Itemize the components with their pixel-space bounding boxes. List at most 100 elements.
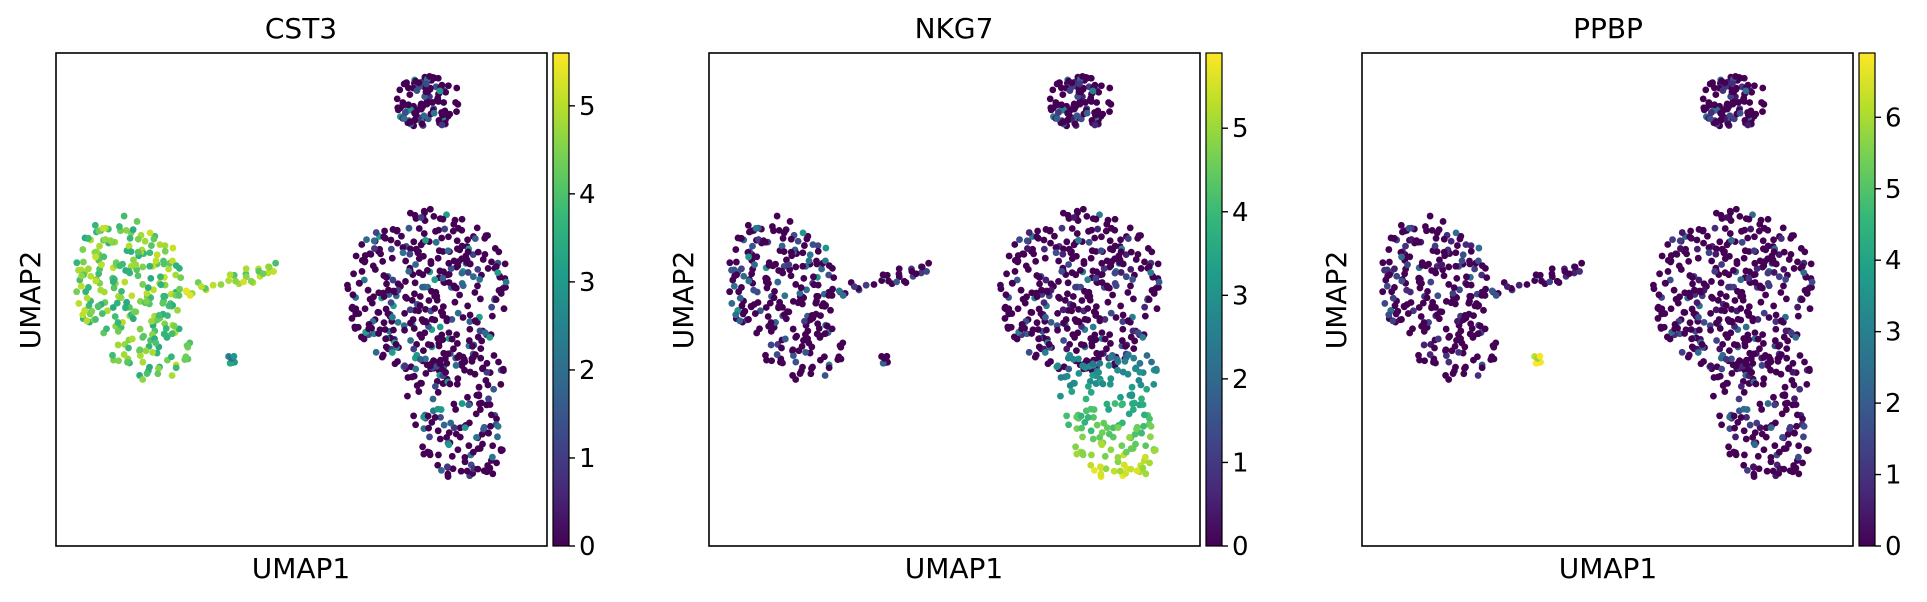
- scatter-point: [1671, 320, 1679, 328]
- scatter-point: [475, 383, 483, 391]
- scatter-point: [462, 252, 470, 260]
- scatter-point: [367, 250, 375, 258]
- scatter-point: [839, 292, 847, 299]
- scatter-point: [370, 237, 378, 245]
- scatter-point: [1664, 268, 1672, 275]
- scatter-point: [1085, 238, 1093, 246]
- scatter-point: [453, 380, 461, 388]
- scatter-point: [1786, 423, 1794, 431]
- scatter-point: [1755, 227, 1763, 235]
- scatter-point: [1708, 278, 1715, 285]
- scatter-point: [1134, 234, 1142, 242]
- scatter-point: [358, 268, 366, 275]
- scatter-point: [1759, 237, 1767, 245]
- scatter-point: [775, 304, 782, 312]
- scatter-point: [1803, 290, 1811, 297]
- scatter-point: [480, 423, 488, 431]
- scatter-point: [1687, 234, 1695, 242]
- scatter-point: [401, 326, 408, 334]
- scatter-point: [1132, 440, 1139, 448]
- scatter-point: [1122, 448, 1130, 456]
- scatter-point: [1795, 470, 1803, 478]
- scatter-point: [1473, 353, 1481, 361]
- scatter-point: [1699, 95, 1707, 103]
- scatter-point: [427, 260, 435, 267]
- scatter-point: [428, 287, 435, 295]
- scatter-point: [1771, 401, 1779, 409]
- scatter-point: [453, 84, 461, 92]
- scatter-point: [1379, 288, 1387, 296]
- scatter-point: [1119, 260, 1127, 268]
- scatter-point: [1781, 383, 1789, 391]
- scatter-point: [1080, 260, 1088, 267]
- scatter-point: [372, 348, 380, 356]
- scatter-point: [139, 358, 147, 366]
- scatter-point: [430, 109, 438, 117]
- scatter-point: [469, 342, 476, 350]
- scatter-point: [449, 227, 457, 235]
- scatter-point: [1061, 296, 1069, 304]
- scatter-point: [1054, 309, 1061, 317]
- scatter-point: [1752, 380, 1760, 388]
- colorbar-tick-label: 6: [1885, 103, 1902, 133]
- scatter-point: [1129, 406, 1137, 413]
- scatter-point: [445, 233, 452, 241]
- scatter-point: [468, 358, 476, 365]
- scatter-point: [172, 364, 180, 372]
- scatter-point: [1757, 298, 1765, 306]
- scatter-point: [466, 325, 474, 333]
- scatter-point: [1111, 242, 1119, 250]
- scatter-point: [1098, 429, 1106, 436]
- scatter-point: [165, 302, 173, 310]
- scatter-point: [1122, 251, 1130, 259]
- scatter-point: [464, 269, 472, 276]
- scatter-point: [1058, 101, 1065, 109]
- scatter-point: [1742, 87, 1750, 95]
- scatter-point: [1145, 263, 1153, 270]
- scatter-point: [1031, 353, 1039, 361]
- scatter-point: [132, 261, 140, 269]
- scatter-point: [1688, 343, 1696, 351]
- scatter-point: [394, 280, 402, 288]
- scatter-point: [1093, 268, 1100, 276]
- scatter-point: [1390, 234, 1398, 242]
- scatter-point: [800, 274, 808, 282]
- scatter-point: [1734, 287, 1741, 295]
- scatter-point: [1666, 335, 1674, 343]
- scatter-point: [500, 305, 508, 313]
- colorbar-tick-label: 2: [1885, 389, 1902, 419]
- scatter-point: [109, 278, 117, 286]
- scatter-point: [1492, 292, 1500, 299]
- scatter-point: [797, 284, 805, 292]
- scatter-point: [344, 281, 351, 289]
- colorbar-tick-label: 4: [1232, 198, 1249, 228]
- scatter-point: [483, 359, 491, 367]
- scatter-point: [453, 331, 461, 339]
- scatter-point: [144, 284, 152, 292]
- scatter-point: [1053, 115, 1061, 122]
- scatter-point: [146, 363, 153, 371]
- panel-cst3: CST3 UMAP1 UMAP2 0 1 2 3 4 5: [14, 12, 596, 585]
- scatter-point: [1391, 284, 1398, 291]
- scatter-point: [1073, 112, 1081, 120]
- scatter-point: [465, 401, 473, 409]
- scatter-point: [1426, 351, 1434, 358]
- scatter-point: [125, 242, 133, 250]
- scatter-point: [1097, 82, 1105, 90]
- scatter-point: [923, 268, 930, 275]
- scatter-point: [1799, 415, 1806, 423]
- x-axis-label: UMAP1: [905, 552, 1004, 585]
- scatter-point: [349, 291, 357, 299]
- scatter-point: [762, 351, 769, 359]
- scatter-point: [454, 262, 462, 270]
- scatter-point: [1059, 209, 1067, 217]
- scatter-point: [1063, 345, 1071, 353]
- scatter-point: [1003, 270, 1010, 278]
- scatter-point: [1724, 120, 1732, 128]
- scatter-point: [497, 380, 505, 388]
- scatter-point: [769, 262, 777, 270]
- scatter-point: [452, 406, 460, 413]
- scatter-point: [1133, 467, 1141, 475]
- scatter-point: [402, 257, 410, 265]
- scatter-point: [1677, 245, 1684, 252]
